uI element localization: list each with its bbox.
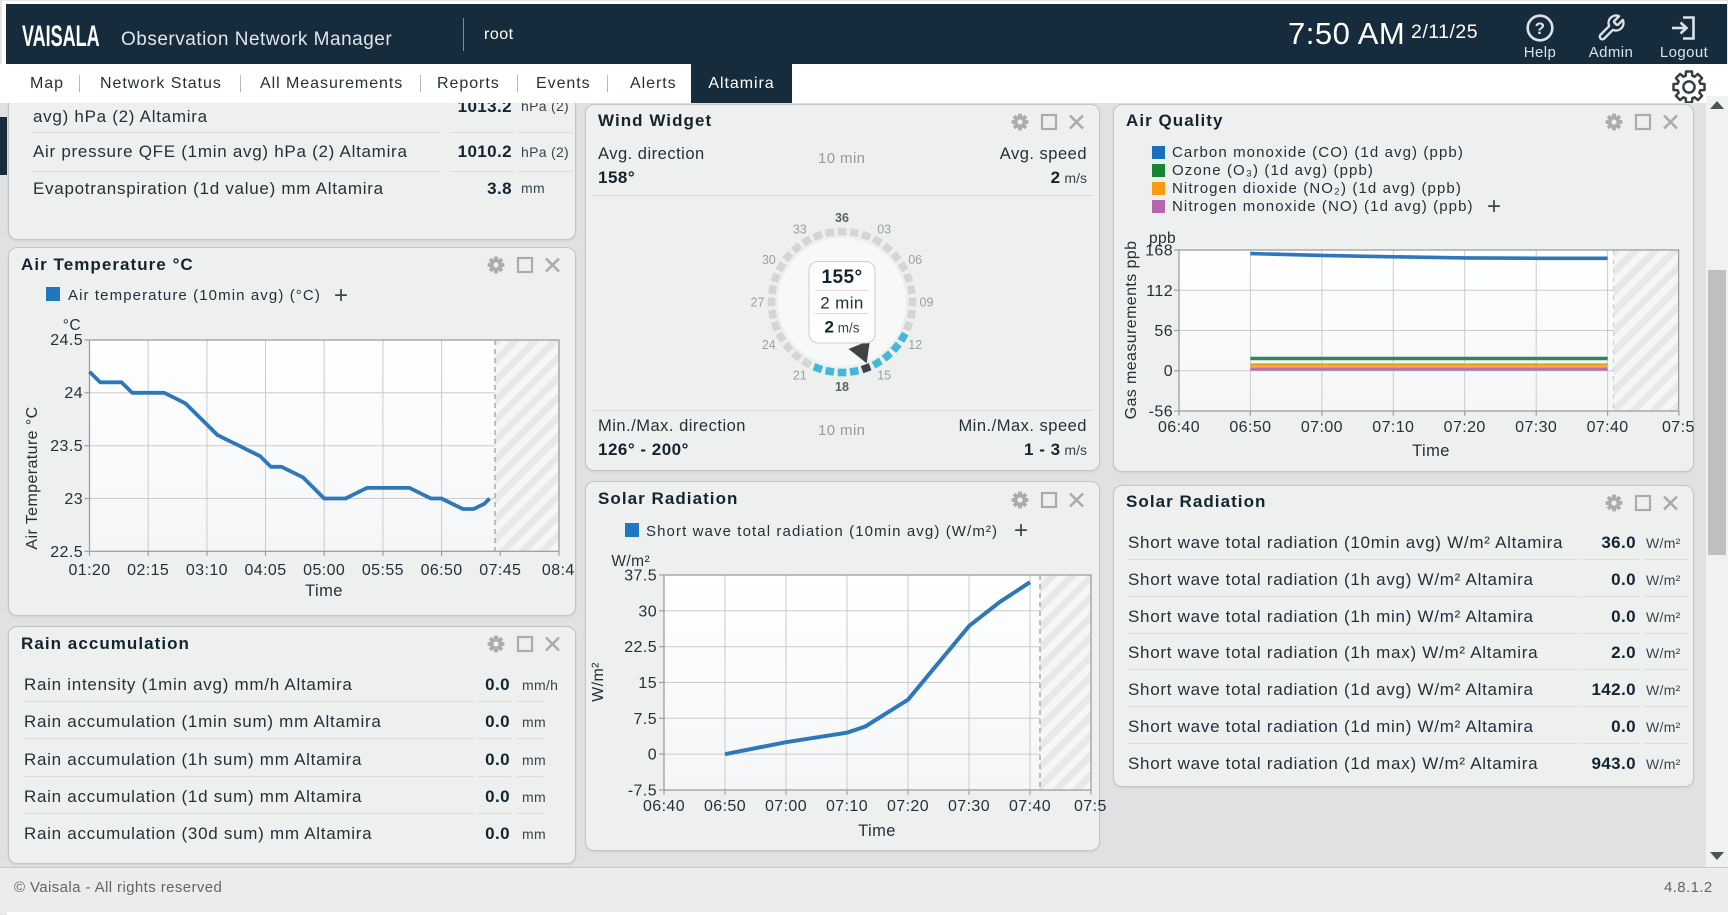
svg-text:06:50: 06:50: [704, 798, 746, 815]
svg-text:7.5: 7.5: [634, 711, 657, 728]
svg-text:W/m²: W/m²: [611, 553, 650, 570]
svg-text:36: 36: [835, 211, 849, 225]
svg-text:24: 24: [64, 385, 83, 402]
svg-text:23: 23: [64, 491, 83, 508]
svg-text:?: ?: [1535, 19, 1546, 38]
svg-text:02:15: 02:15: [127, 562, 169, 579]
svg-text:01:20: 01:20: [68, 562, 110, 579]
svg-text:07:00: 07:00: [765, 798, 807, 815]
svg-text:Gas measurements ppb: Gas measurements ppb: [1123, 241, 1140, 420]
svg-text:07:10: 07:10: [1372, 419, 1414, 436]
svg-text:168: 168: [1145, 243, 1173, 260]
svg-text:Time: Time: [305, 582, 343, 600]
svg-text:03: 03: [877, 222, 891, 236]
svg-text:24.5: 24.5: [50, 332, 83, 349]
svg-text:Time: Time: [1412, 442, 1450, 460]
svg-text:ppb: ppb: [1149, 230, 1176, 247]
svg-text:06: 06: [908, 253, 922, 267]
svg-text:06:50: 06:50: [1229, 419, 1271, 436]
svg-text:30: 30: [638, 603, 657, 620]
svg-text:0: 0: [1164, 363, 1173, 380]
svg-text:07:30: 07:30: [948, 798, 990, 815]
svg-text:15: 15: [638, 675, 657, 692]
svg-text:18: 18: [835, 380, 849, 394]
svg-text:22.5: 22.5: [624, 639, 657, 656]
svg-text:07:5: 07:5: [1662, 419, 1695, 436]
svg-text:07:40: 07:40: [1009, 798, 1051, 815]
svg-text:Time: Time: [858, 822, 896, 840]
svg-text:0: 0: [648, 747, 657, 764]
svg-text:06:40: 06:40: [1158, 419, 1200, 436]
svg-text:Air Temperature °C: Air Temperature °C: [24, 406, 41, 549]
svg-text:03:10: 03:10: [186, 562, 228, 579]
svg-text:W/m²: W/m²: [590, 662, 607, 702]
svg-text:-56: -56: [1149, 404, 1173, 421]
svg-text:21: 21: [793, 369, 807, 383]
svg-text:-7.5: -7.5: [628, 783, 657, 800]
svg-text:27: 27: [751, 296, 765, 310]
svg-text:06:50: 06:50: [421, 562, 463, 579]
svg-text:05:00: 05:00: [303, 562, 345, 579]
svg-text:23.5: 23.5: [50, 438, 83, 455]
svg-text:112: 112: [1146, 283, 1173, 300]
svg-text:07:30: 07:30: [1515, 419, 1557, 436]
svg-text:56: 56: [1154, 323, 1173, 340]
svg-text:07:40: 07:40: [1587, 419, 1629, 436]
svg-text:33: 33: [793, 222, 807, 236]
svg-text:2 min: 2 min: [820, 294, 864, 313]
svg-text:15: 15: [877, 369, 891, 383]
svg-text:30: 30: [762, 253, 776, 267]
svg-text:08:4: 08:4: [542, 562, 575, 579]
svg-text:05:55: 05:55: [362, 562, 404, 579]
svg-text:06:40: 06:40: [643, 798, 685, 815]
svg-text:155°: 155°: [822, 267, 863, 288]
svg-text:24: 24: [762, 338, 776, 352]
svg-text:07:45: 07:45: [479, 562, 521, 579]
svg-text:07:20: 07:20: [1444, 419, 1486, 436]
svg-text:22.5: 22.5: [50, 544, 83, 561]
svg-text:37.5: 37.5: [624, 568, 657, 585]
svg-text:07:00: 07:00: [1301, 419, 1343, 436]
svg-text:12: 12: [908, 338, 922, 352]
svg-text:07:10: 07:10: [826, 798, 868, 815]
svg-text:09: 09: [920, 296, 934, 310]
svg-text:07:5: 07:5: [1074, 798, 1107, 815]
svg-text:07:20: 07:20: [887, 798, 929, 815]
svg-text:04:05: 04:05: [244, 562, 286, 579]
svg-text:°C: °C: [63, 317, 81, 334]
svg-text:2 m/s: 2 m/s: [825, 318, 860, 337]
